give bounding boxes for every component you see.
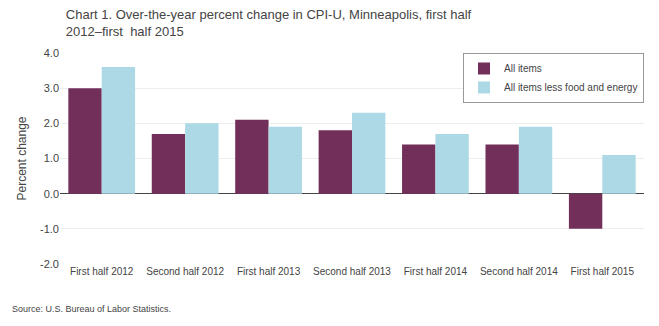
svg-text:Percent change: Percent change	[15, 116, 29, 200]
svg-text:Source: U.S. Bureau of Labor S: Source: U.S. Bureau of Labor Statistics.	[12, 304, 171, 314]
svg-text:1.0: 1.0	[44, 152, 59, 164]
svg-text:0.0: 0.0	[44, 188, 59, 200]
svg-text:First half 2015: First half 2015	[571, 266, 635, 277]
svg-text:First half 2013: First half 2013	[237, 266, 301, 277]
svg-text:All items: All items	[504, 63, 542, 74]
svg-text:All items less food and energy: All items less food and energy	[504, 82, 637, 93]
svg-text:4.0: 4.0	[44, 47, 59, 59]
svg-text:Second half 2012: Second half 2012	[146, 266, 224, 277]
svg-text:-2.0: -2.0	[40, 258, 59, 270]
svg-text:-1.0: -1.0	[40, 223, 59, 235]
svg-text:Chart 1. Over-the-year percent: Chart 1. Over-the-year percent change in…	[66, 7, 472, 39]
svg-text:Second half 2014: Second half 2014	[480, 266, 558, 277]
svg-text:First half 2012: First half 2012	[70, 266, 134, 277]
svg-text:2.0: 2.0	[44, 117, 59, 129]
svg-text:3.0: 3.0	[44, 82, 59, 94]
svg-text:Second half 2013: Second half 2013	[313, 266, 391, 277]
svg-text:First half 2014: First half 2014	[404, 266, 468, 277]
